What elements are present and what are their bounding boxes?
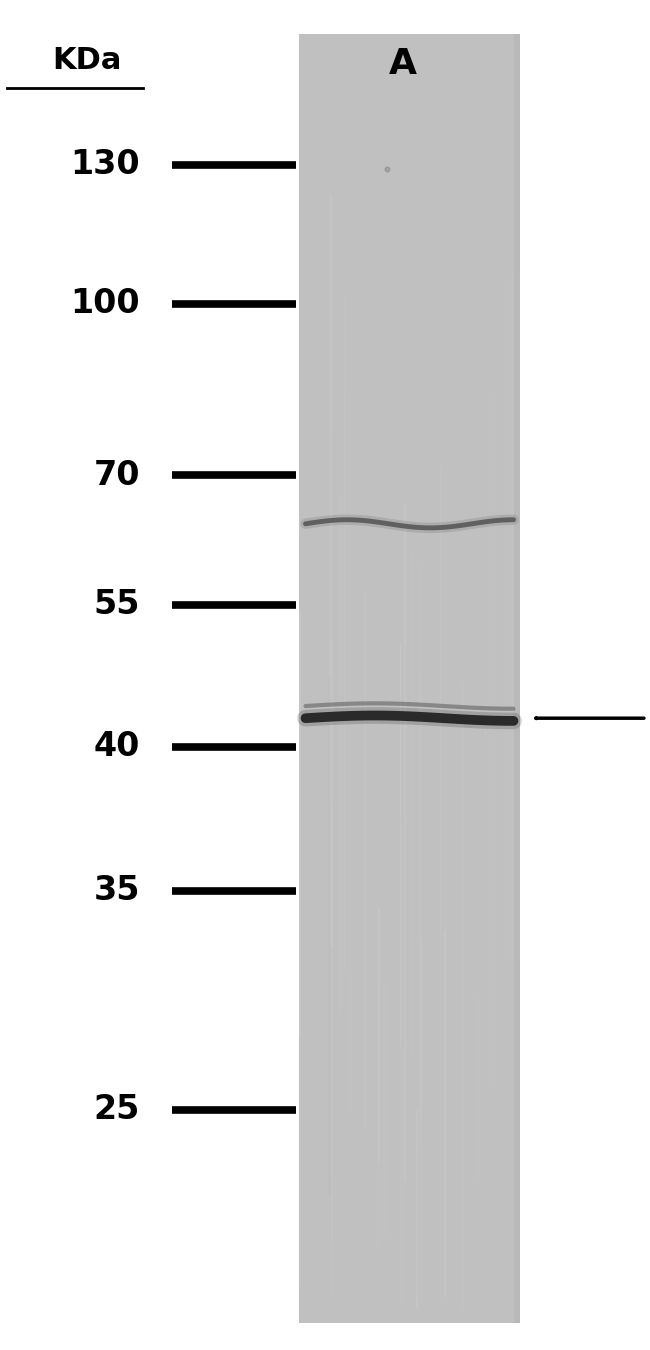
Text: 35: 35 xyxy=(93,875,140,907)
Bar xyxy=(299,34,520,1323)
Text: 25: 25 xyxy=(94,1094,140,1126)
Text: 70: 70 xyxy=(93,459,140,491)
Text: 55: 55 xyxy=(93,589,140,621)
Point xyxy=(382,158,392,180)
Text: KDa: KDa xyxy=(52,46,122,76)
Text: 40: 40 xyxy=(94,730,140,763)
Bar xyxy=(514,34,520,1323)
Text: A: A xyxy=(389,47,417,81)
Text: 130: 130 xyxy=(70,148,140,181)
Text: 100: 100 xyxy=(70,288,140,320)
